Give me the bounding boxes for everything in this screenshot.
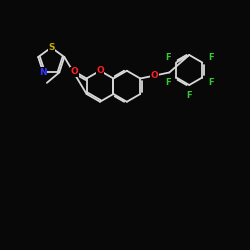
Text: N: N (39, 68, 47, 77)
Text: S: S (48, 43, 54, 52)
Text: O: O (71, 67, 78, 76)
Text: F: F (186, 90, 192, 100)
Text: O: O (96, 66, 104, 75)
Text: F: F (208, 78, 214, 87)
Text: F: F (165, 53, 170, 62)
Text: F: F (165, 78, 170, 87)
Text: F: F (208, 53, 214, 62)
Text: O: O (151, 71, 159, 80)
